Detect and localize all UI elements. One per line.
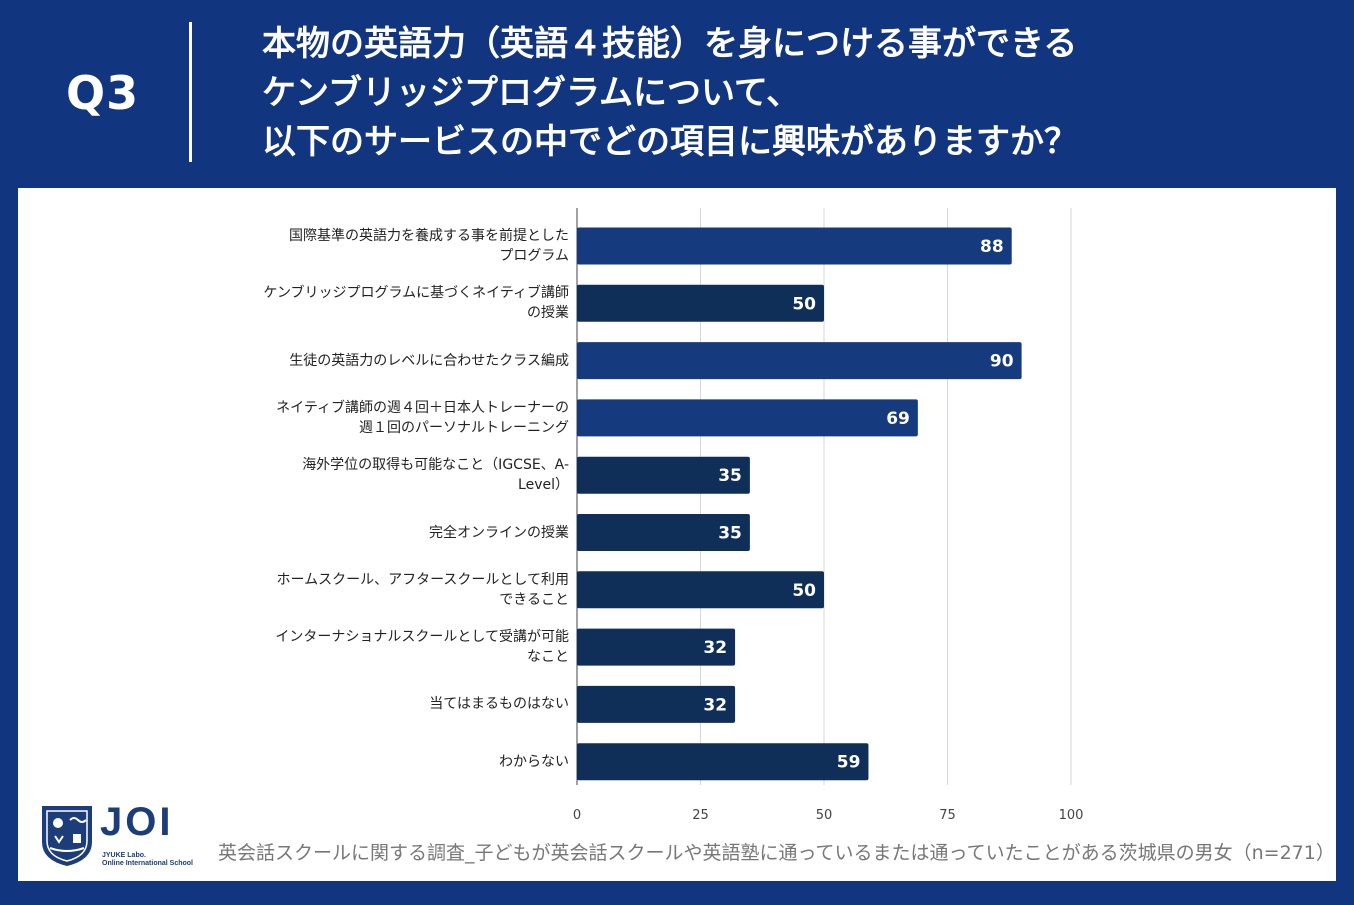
bar [577,284,824,322]
category-label: 当てはまるものはない [249,694,569,714]
question-title-line: 以下のサービスの中でどの項目に興味がありますか？ [262,122,1078,162]
x-tick-label: 75 [939,808,956,823]
category-label-line: 生徒の英語力のレベルに合わせたクラス編成 [289,352,569,369]
category-label: 国際基準の英語力を養成する事を前提としたプログラム [249,226,569,266]
bar [577,743,869,781]
x-tick-label: 25 [692,808,709,823]
category-label-line: 海外学位の取得も可能なこと（IGCSE、A- [302,457,569,474]
bar [577,514,750,551]
category-label: 完全オンラインの授業 [249,523,569,543]
category-label: わからない [249,752,569,772]
category-label-line: 国際基準の英語力を養成する事を前提とした [289,228,569,244]
x-tick-label: 0 [573,808,581,823]
bar-value-label: 59 [837,753,861,773]
bar-value-label: 32 [703,638,727,658]
bar-value-label: 88 [980,237,1004,257]
joi-logo [42,806,92,866]
logo-subtitle-line: Online International School [102,860,194,867]
category-label-line: Level） [518,477,569,494]
category-label: ケンブリッジプログラムに基づくネイティブ講師の授業 [249,283,569,323]
survey-note: 英会話スクールに関する調査_子どもが英会話スクールや英語塾に通っているまたは通っ… [218,842,1335,864]
bar [577,227,1012,265]
bar-value-label: 90 [990,352,1014,372]
chart-panel: 0 25 50 75 100 88 50 90 69 35 35 50 32 32 59 国際基準の英語力を… [18,188,1336,881]
bar [577,342,1022,380]
category-label: 海外学位の取得も可能なこと（IGCSE、A- Level） [249,455,569,495]
bar [577,628,736,666]
category-label-line: なこと [527,649,569,666]
category-label-line: 週１回のパーソナルトレーニング [359,419,569,436]
category-label: ホームスクール、アフタースクールとして利用できること [249,570,569,610]
bar-value-label: 35 [718,466,742,486]
bar-value-label: 35 [718,524,742,544]
category-label: インターナショナルスクールとして受講が可能なこと [249,627,569,667]
logo-wordmark: JOI [100,800,174,844]
x-tick-label: 100 [1059,808,1084,823]
bar [577,399,918,437]
bar [577,571,824,609]
bar-value-label: 50 [792,581,816,601]
bar-value-label: 32 [703,695,727,715]
category-label-line: ネイティブ講師の週４回＋日本人トレーナーの [276,399,569,416]
category-label-line: わからない [499,753,569,770]
category-label-line: 当てはまるものはない [429,696,569,713]
category-label-line: 完全オンラインの授業 [429,524,569,541]
category-label-line: ホームスクール、アフタースクールとして利用 [276,571,569,588]
header-divider [189,22,192,162]
bar [577,456,750,494]
bar-value-label: 50 [792,294,816,314]
bar-chart: 0 25 50 75 100 88 50 90 69 35 35 50 32 32 59 [573,208,1084,823]
question-title-line: 本物の英語力（英語４技能）を身につける事ができる [262,24,1078,64]
category-label-line: プログラム [499,248,569,264]
question-number: Q3 [66,66,140,120]
question-title: 本物の英語力（英語４技能）を身につける事ができる ケンブリッジプログラムについて… [262,20,1332,167]
logo-shield-icon [42,806,92,866]
logo-subtitle: JYUKE Labo. Online International School [102,852,193,868]
question-title-line: ケンブリッジプログラムについて、 [262,73,801,113]
category-label-line: インターナショナルスクールとして受講が可能 [275,629,569,646]
x-tick-label: 50 [816,808,833,823]
bar [577,685,736,723]
category-label: 生徒の英語力のレベルに合わせたクラス編成 [249,351,569,371]
category-label-line: ケンブリッジプログラムに基づくネイティブ講師 [263,285,569,302]
bar-value-label: 69 [886,409,910,429]
category-label-line: の授業 [527,305,569,322]
category-label-line: できること [499,591,569,608]
category-label: ネイティブ講師の週４回＋日本人トレーナーの週１回のパーソナルトレーニング [249,398,569,438]
logo-subtitle-line: JYUKE Labo. [102,852,146,859]
